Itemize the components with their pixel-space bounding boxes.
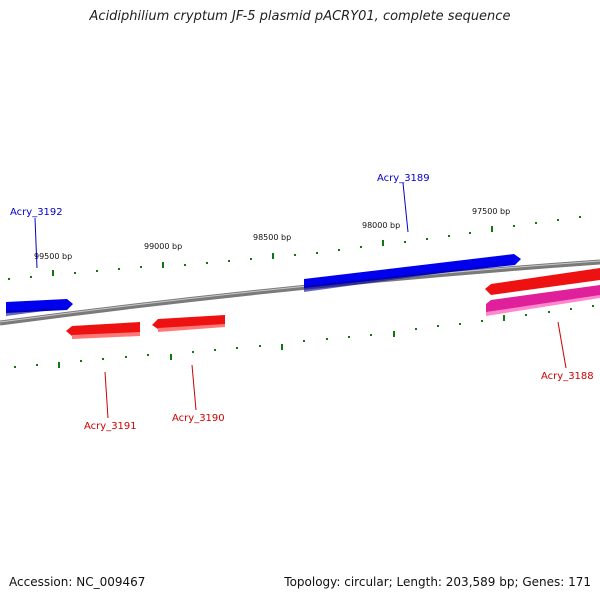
map-title: Acidiphilium cryptum JF-5 plasmid pACRY0… [89,9,511,24]
gene-label-acry-3188[interactable]: Acry_3188 [541,371,594,382]
leader-acry-3189 [402,182,409,233]
gene-arrow-acry-3188[interactable] [485,268,600,316]
gene-label-acry-3190[interactable]: Acry_3190 [172,413,225,424]
gene-label-acry-3189[interactable]: Acry_3189 [377,173,430,184]
backbone-arc [0,259,600,326]
gene-arrow-acry-3189[interactable] [304,254,521,292]
scale-label-99500: 99500 bp [34,252,72,261]
leader-acry-3191 [104,371,109,419]
gene-label-acry-3192[interactable]: Acry_3192 [10,207,63,218]
gene-label-acry-3191[interactable]: Acry_3191 [84,421,137,432]
leader-acry-3192 [34,217,38,269]
accession-text: Accession: NC_009467 [9,575,146,589]
scale-label-98500: 98500 bp [253,233,291,242]
inner-tick-row [14,305,594,368]
scale-label-98000: 98000 bp [362,221,400,230]
gene-arrow-acry-3190[interactable] [152,315,225,332]
topology-summary: Topology: circular; Length: 203,589 bp; … [284,575,591,589]
scale-label-99000: 99000 bp [144,242,182,251]
outer-tick-row [8,216,581,280]
leader-acry-3188 [557,321,567,369]
gene-arrow-acry-3192[interactable] [6,299,73,316]
gene-arrow-acry-3191[interactable] [66,322,140,339]
scale-label-97500: 97500 bp [472,207,510,216]
leader-acry-3190 [191,364,197,411]
